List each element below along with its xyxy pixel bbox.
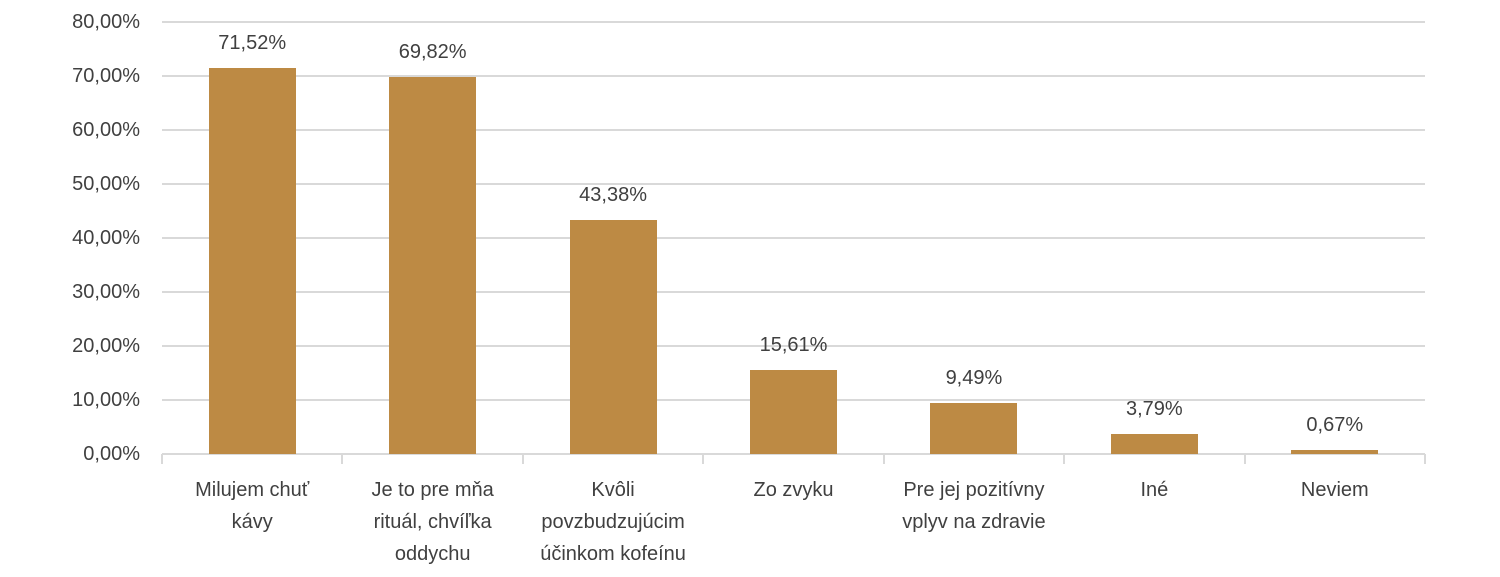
x-tick-mark	[161, 454, 163, 464]
data-label: 69,82%	[398, 40, 467, 63]
category-label-line: kávy	[231, 511, 273, 533]
data-label: 71,52%	[218, 31, 287, 54]
category-label-line: Zo zvyku	[753, 479, 834, 501]
category-label: Iné	[1064, 474, 1244, 506]
bar	[930, 402, 1018, 454]
x-tick-mark	[1424, 454, 1426, 464]
data-label: 0,67%	[1306, 414, 1364, 437]
category-label: Neviem	[1245, 474, 1425, 506]
category-label-line: rituál, chvíľka	[373, 511, 492, 533]
category-label-line: oddychu	[394, 543, 471, 565]
category-label-line: Iné	[1140, 479, 1169, 501]
bar	[1110, 433, 1198, 454]
x-tick-mark	[702, 454, 705, 464]
category-label: Milujem chuť kávy	[162, 474, 342, 538]
y-tick-label: 40,00%	[72, 227, 140, 249]
category-label-line: Kvôli	[591, 479, 635, 501]
data-label: 9,49%	[945, 366, 1003, 389]
category-label: Pre jej pozitívny vplyv na zdravie	[884, 474, 1064, 538]
gridline	[162, 129, 1425, 131]
bar	[750, 369, 837, 454]
data-label: 15,61%	[759, 333, 828, 356]
gridline	[162, 21, 1425, 23]
gridline	[162, 237, 1425, 239]
y-tick-label: 70,00%	[72, 65, 140, 87]
gridline	[162, 345, 1425, 347]
y-tick-label: 30,00%	[72, 281, 140, 303]
x-tick-mark	[882, 454, 885, 464]
bar	[569, 219, 657, 454]
category-label-line: Milujem chuť	[195, 479, 310, 501]
gridline	[162, 75, 1425, 77]
x-tick-mark	[521, 454, 524, 464]
y-tick-label: 80,00%	[72, 11, 140, 33]
x-tick-mark	[1063, 454, 1066, 464]
y-tick-label: 50,00%	[72, 173, 140, 195]
x-tick-mark	[1243, 454, 1246, 464]
gridline	[162, 183, 1425, 185]
category-label-line: Je to pre mňa	[371, 479, 494, 501]
category-label-line: Pre jej pozitívny	[903, 479, 1045, 501]
x-axis-line	[162, 453, 1425, 455]
data-label: 3,79%	[1125, 397, 1183, 420]
gridline	[162, 291, 1425, 293]
y-tick-label: 20,00%	[72, 335, 140, 357]
category-label-line: účinkom kofeínu	[540, 543, 686, 565]
category-label-line: Neviem	[1300, 479, 1369, 501]
y-tick-label: 10,00%	[72, 389, 140, 411]
bar	[1291, 450, 1379, 454]
category-label-line: povzbudzujúcim	[541, 511, 685, 533]
category-label: Zo zvyku	[704, 474, 884, 506]
data-label: 43,38%	[579, 183, 647, 206]
bar	[389, 76, 477, 454]
y-tick-label: 60,00%	[72, 119, 140, 141]
x-tick-mark	[341, 454, 344, 464]
y-tick-label: 0,00%	[83, 443, 140, 465]
category-label: Je to pre mňa rituál, chvíľka oddychu	[343, 474, 523, 570]
category-label: Kvôli povzbudzujúcim účinkom kofeínu	[523, 474, 703, 570]
category-label-line: vplyv na zdravie	[902, 511, 1046, 533]
bar	[208, 67, 296, 454]
